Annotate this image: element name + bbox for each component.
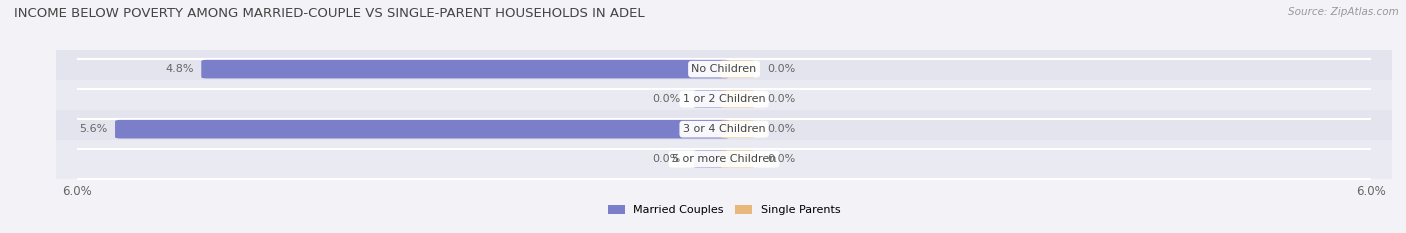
- FancyBboxPatch shape: [695, 90, 727, 108]
- Text: 0.0%: 0.0%: [768, 124, 796, 134]
- Text: 3 or 4 Children: 3 or 4 Children: [683, 124, 765, 134]
- Bar: [56, 110, 1392, 149]
- FancyBboxPatch shape: [721, 151, 754, 168]
- Text: 5.6%: 5.6%: [79, 124, 107, 134]
- FancyBboxPatch shape: [721, 90, 754, 108]
- Text: 0.0%: 0.0%: [768, 94, 796, 104]
- FancyBboxPatch shape: [721, 60, 754, 78]
- Text: 0.0%: 0.0%: [652, 94, 681, 104]
- Text: 5 or more Children: 5 or more Children: [672, 154, 776, 164]
- FancyBboxPatch shape: [721, 120, 754, 138]
- Text: Source: ZipAtlas.com: Source: ZipAtlas.com: [1288, 7, 1399, 17]
- Text: 1 or 2 Children: 1 or 2 Children: [683, 94, 765, 104]
- Text: 0.0%: 0.0%: [652, 154, 681, 164]
- FancyBboxPatch shape: [201, 60, 730, 79]
- Bar: [56, 140, 1392, 179]
- FancyBboxPatch shape: [115, 120, 730, 138]
- FancyBboxPatch shape: [695, 151, 727, 168]
- Text: 4.8%: 4.8%: [166, 64, 194, 74]
- Text: No Children: No Children: [692, 64, 756, 74]
- Text: 0.0%: 0.0%: [768, 64, 796, 74]
- Bar: [56, 50, 1392, 89]
- Legend: Married Couples, Single Parents: Married Couples, Single Parents: [603, 200, 845, 219]
- Bar: [56, 80, 1392, 119]
- Text: 0.0%: 0.0%: [768, 154, 796, 164]
- Text: INCOME BELOW POVERTY AMONG MARRIED-COUPLE VS SINGLE-PARENT HOUSEHOLDS IN ADEL: INCOME BELOW POVERTY AMONG MARRIED-COUPL…: [14, 7, 645, 20]
